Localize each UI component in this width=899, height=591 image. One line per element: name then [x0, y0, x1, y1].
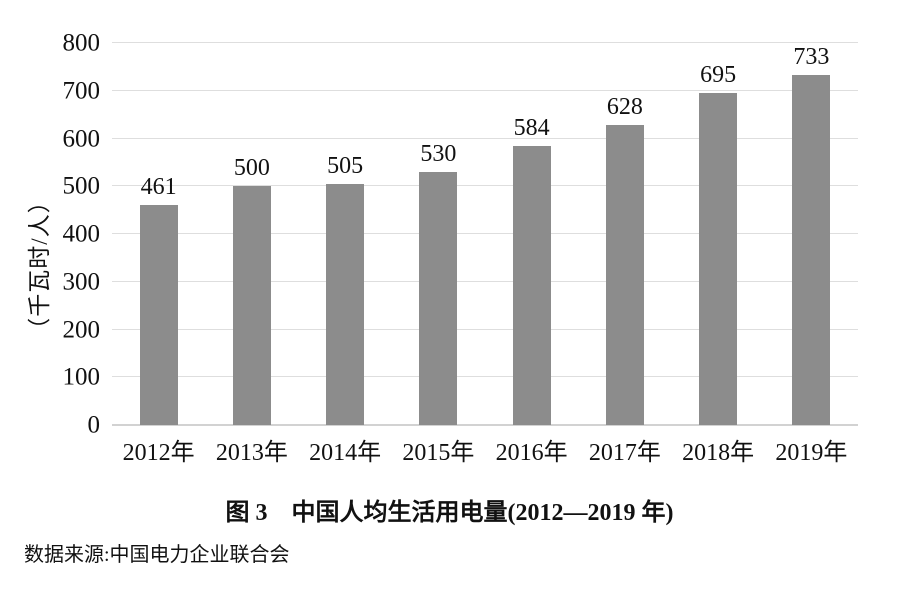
x-tick-label-2014年: 2014年 — [309, 440, 382, 466]
bar-value-label-2013年: 500 — [233, 155, 270, 182]
gridline-700 — [112, 89, 858, 91]
gridline-500 — [112, 185, 858, 187]
y-tick-label-300: 300 — [62, 268, 101, 296]
x-tick-label-2012年: 2012年 — [122, 440, 195, 466]
y-tick-label-200: 200 — [62, 316, 101, 343]
bar-value-label-2015年: 530 — [420, 140, 457, 167]
x-tick-label-2018年: 2018年 — [682, 440, 755, 466]
bar-value-label-2017年: 628 — [606, 94, 643, 121]
data-source: 数据来源:中国电力企业联合会 — [24, 544, 290, 566]
gridline-200 — [112, 328, 858, 330]
figure-caption: 图 3 中国人均生活用电量(2012—2019 年) — [225, 500, 674, 526]
gridline-400 — [112, 233, 858, 234]
y-tick-label-600: 600 — [62, 125, 101, 152]
y-tick-label-500: 500 — [62, 172, 101, 200]
bar-2019年 — [792, 75, 831, 425]
x-axis-line — [112, 424, 858, 426]
y-tick-label-100: 100 — [62, 363, 101, 391]
y-tick-label-800: 800 — [62, 29, 101, 57]
bar-2018年 — [699, 93, 738, 425]
bar-value-label-2018年: 695 — [700, 62, 737, 89]
gridline-800 — [112, 42, 858, 43]
y-tick-label-700: 700 — [62, 77, 101, 105]
gridline-100 — [112, 376, 858, 378]
bar-2015年 — [419, 171, 458, 425]
bar-2014年 — [326, 183, 365, 425]
bar-2016年 — [512, 146, 551, 425]
gridline-600 — [112, 137, 858, 139]
x-tick-label-2016年: 2016年 — [495, 440, 568, 466]
x-tick-label-2019年: 2019年 — [775, 440, 848, 466]
bar-2012年 — [139, 204, 178, 425]
plot-area: 461 500 505 530 584 628 695 733 — [112, 42, 858, 426]
bar-value-label-2014年: 505 — [327, 152, 364, 179]
bar-value-label-2016年: 584 — [513, 115, 550, 142]
x-tick-label-2017年: 2017年 — [588, 440, 661, 466]
bar-value-label-2012年: 461 — [140, 173, 177, 200]
bar-2017年 — [605, 125, 644, 425]
x-axis-labels: 2012年 2013年 2014年 2015年 2016年 2017年 2018年 2019年 — [0, 441, 899, 471]
gridline-300 — [112, 280, 858, 282]
y-tick-label-0: 0 — [87, 411, 101, 439]
x-tick-label-2015年: 2015年 — [402, 440, 475, 466]
x-tick-label-2013年: 2013年 — [215, 440, 288, 466]
y-tick-label-400: 400 — [62, 220, 101, 248]
bar-2013年 — [232, 186, 271, 425]
bar-value-label-2019年: 733 — [793, 44, 830, 70]
